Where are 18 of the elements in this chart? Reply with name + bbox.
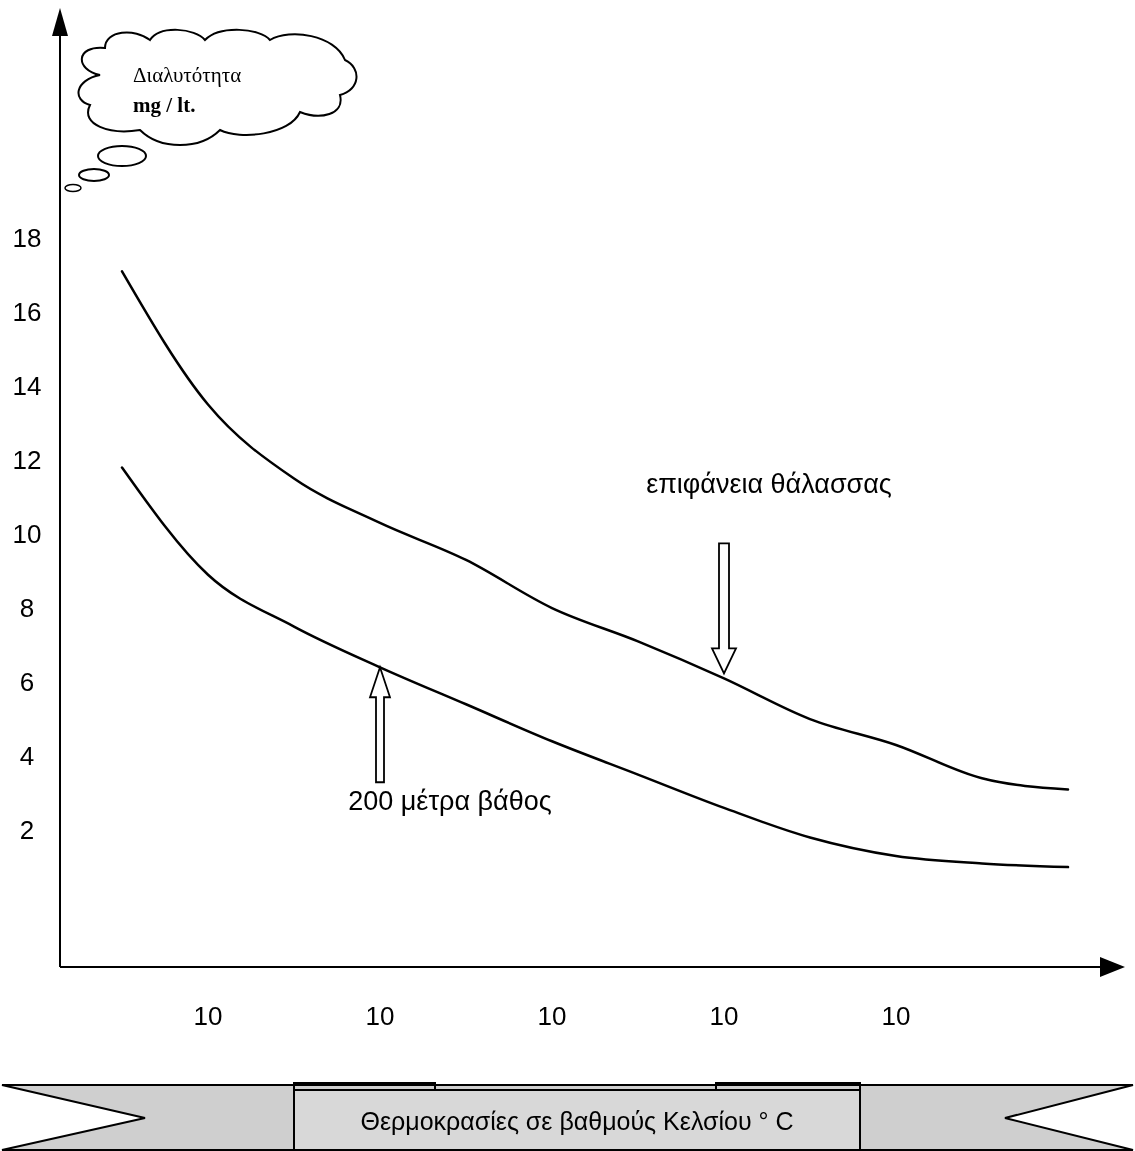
y-tick-label: 14 [12, 371, 42, 402]
annotation: επιφάνεια θάλασσας [646, 469, 892, 500]
y-tick-label: 6 [19, 667, 35, 698]
x-axis-title: Θερμοκρασίες σε βαθμούς Κελσίου ° C [360, 1107, 794, 1135]
y-axis-title: Διαλυτότητα mg / lt. [133, 63, 242, 117]
y-tick-label: 12 [12, 445, 42, 476]
x-tick-label: 10 [193, 1001, 223, 1031]
annotation: 200 μέτρα βάθος [348, 786, 552, 817]
x-tick-label: 10 [881, 1001, 911, 1031]
y-tick-label: 10 [12, 519, 42, 550]
y-tick-label: 16 [12, 297, 42, 328]
x-tick-label: 10 [365, 1001, 395, 1031]
y-tick-label: 8 [19, 593, 35, 624]
y-tick-label: 18 [12, 223, 42, 254]
y-tick-label: 2 [19, 815, 35, 846]
y-tick-label: 4 [19, 741, 35, 772]
x-tick-label: 10 [709, 1001, 739, 1031]
x-tick-label: 10 [537, 1001, 567, 1031]
